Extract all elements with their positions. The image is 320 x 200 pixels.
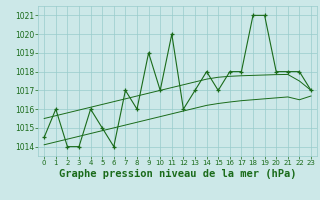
X-axis label: Graphe pression niveau de la mer (hPa): Graphe pression niveau de la mer (hPa): [59, 169, 296, 179]
